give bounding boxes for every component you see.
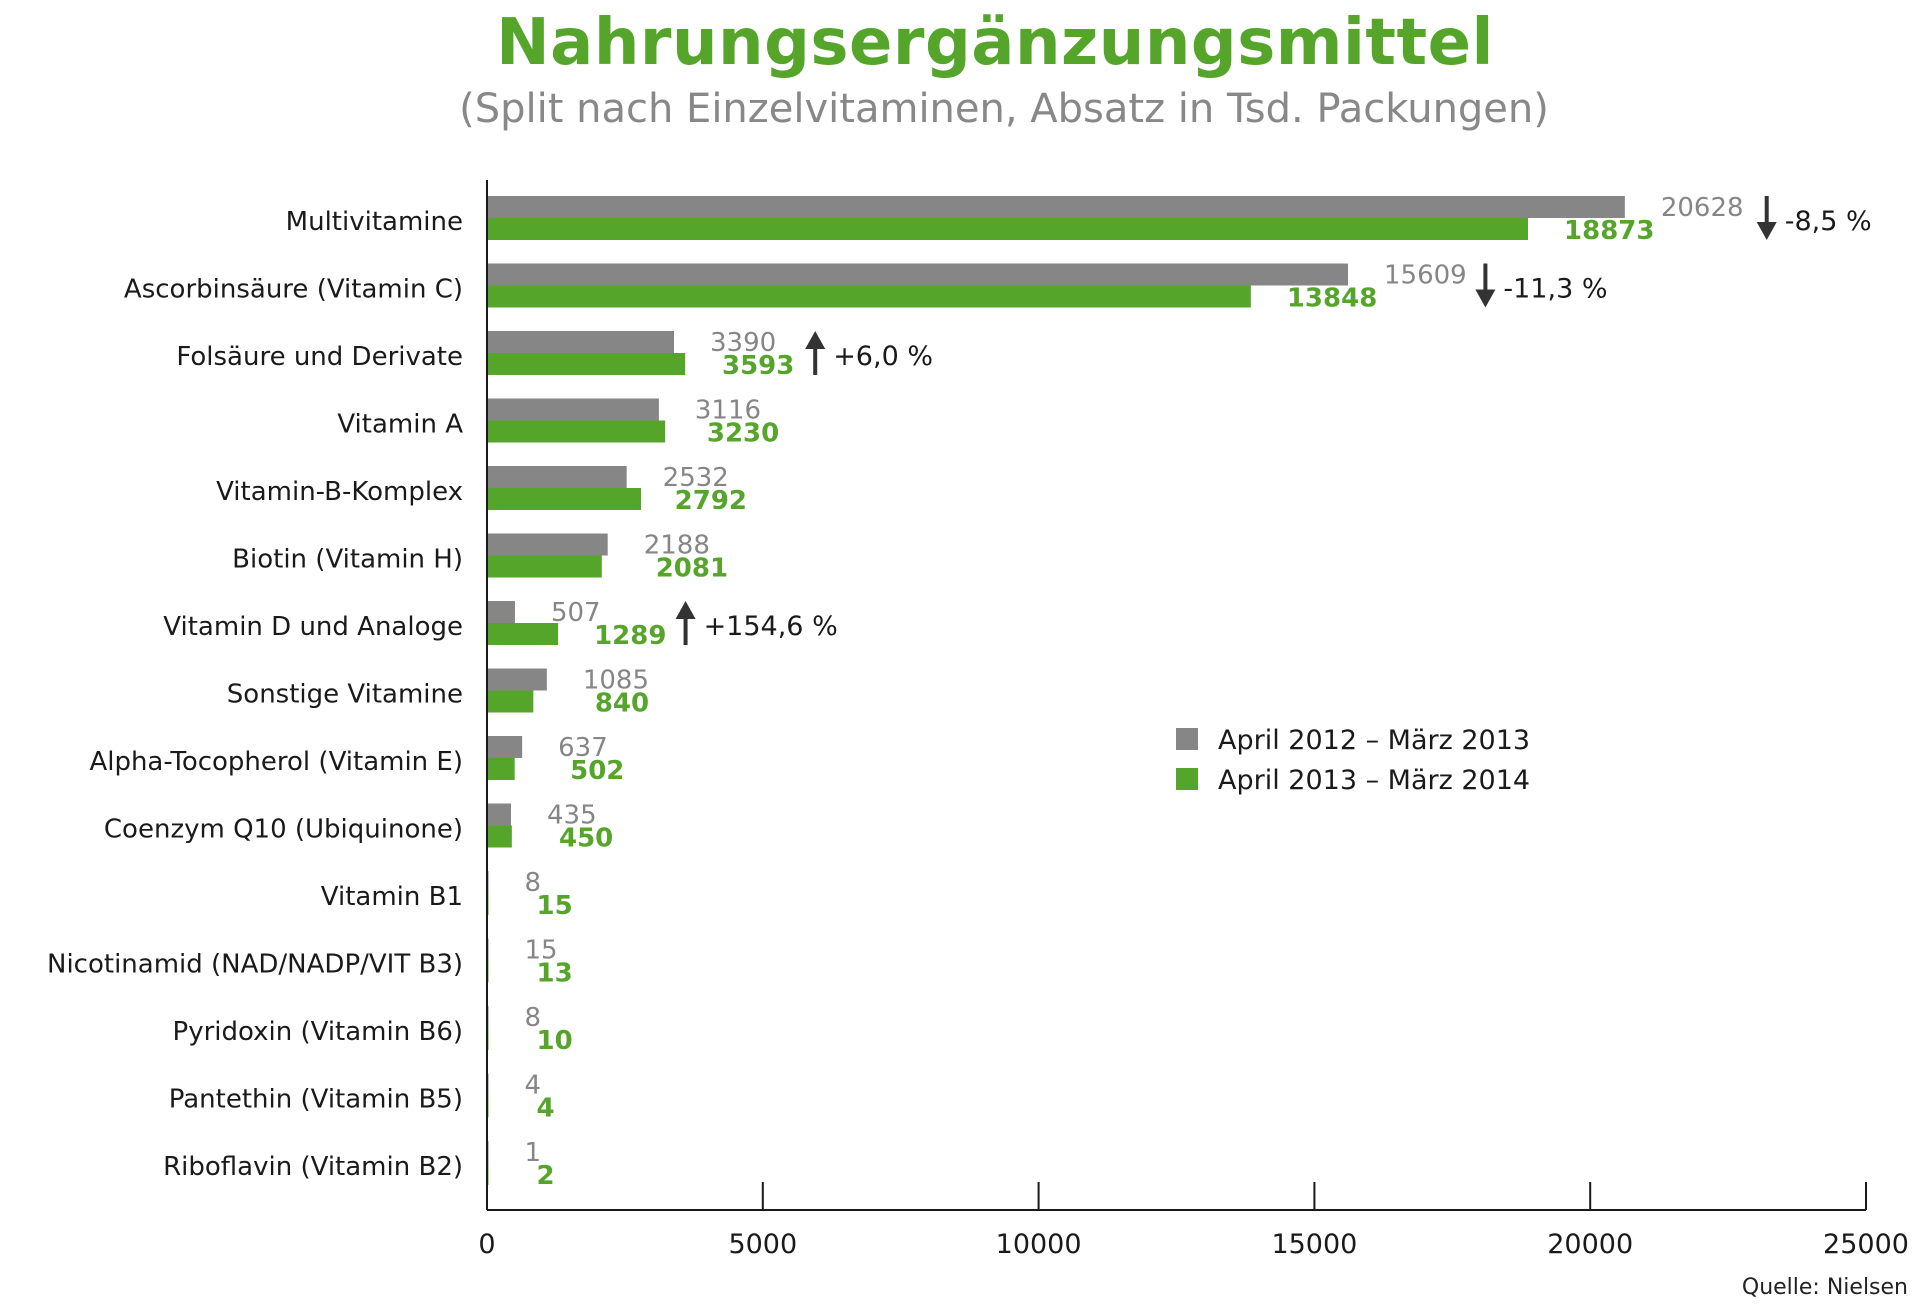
- bar-series-2: [487, 690, 534, 713]
- x-tick-label: 0: [478, 1229, 495, 1260]
- data-label-series-1: 2532: [663, 463, 729, 493]
- data-label-series-2: 3230: [707, 419, 779, 449]
- data-label-series-1: 4: [525, 1071, 542, 1101]
- data-label-series-1: 1: [525, 1138, 542, 1168]
- source-note: Quelle: Nielsen: [1741, 1275, 1908, 1300]
- bar-series-1: [487, 668, 547, 691]
- bar-series-2: [487, 825, 512, 848]
- bar-series-1: [487, 601, 515, 623]
- data-label-series-2: 2081: [656, 554, 728, 584]
- bar-series-2: [487, 353, 686, 375]
- data-label-series-1: 20628: [1661, 193, 1744, 223]
- legend-swatch: [1176, 728, 1198, 750]
- chart-subtitle: (Split nach Einzelvitaminen, Absatz in T…: [459, 86, 1549, 132]
- category-label: Coenzym Q10 (Ubiquinone): [104, 815, 463, 845]
- bar-series-1: [487, 803, 511, 826]
- data-label-series-1: 1085: [583, 666, 649, 696]
- data-label-series-2: 4: [537, 1094, 555, 1124]
- chart-title: Nahrungsergänzungsmittel: [496, 6, 1494, 80]
- arrow-down-head-icon: [1756, 222, 1777, 240]
- bar-series-2: [487, 758, 515, 780]
- category-label: Ascorbinsäure (Vitamin C): [124, 275, 463, 305]
- data-label-series-1: 507: [551, 598, 601, 628]
- data-label-series-1: 3116: [695, 396, 761, 426]
- data-label-series-1: 435: [547, 801, 597, 831]
- category-label: Multivitamine: [286, 207, 463, 237]
- bar-series-2: [487, 555, 602, 578]
- category-label: Vitamin A: [337, 410, 463, 440]
- x-tick-label: 10000: [996, 1229, 1082, 1260]
- bar-series-2: [487, 218, 1529, 240]
- arrow-down-head-icon: [1475, 289, 1496, 308]
- category-label: Nicotinamid (NAD/NADP/VIT B3): [47, 950, 463, 980]
- data-label-series-2: 3593: [722, 351, 794, 381]
- change-annotation: -11,3 %: [1503, 274, 1607, 305]
- x-tick-label: 15000: [1271, 1229, 1357, 1260]
- change-annotation: -8,5 %: [1785, 206, 1872, 237]
- category-label: Pyridoxin (Vitamin B6): [173, 1017, 463, 1047]
- category-label: Folsäure und Derivate: [176, 342, 463, 372]
- category-label: Vitamin D und Analoge: [163, 612, 463, 642]
- legend-swatch: [1176, 768, 1198, 790]
- category-label: Vitamin B1: [321, 882, 463, 912]
- arrow-up-head-icon: [805, 331, 826, 349]
- data-label-series-2: 450: [559, 824, 613, 854]
- bar-series-1: [487, 398, 659, 421]
- bar-series-2: [487, 285, 1251, 308]
- x-tick-label: 20000: [1547, 1229, 1633, 1260]
- category-label: Pantethin (Vitamin B5): [169, 1085, 463, 1115]
- bar-series-2: [487, 623, 559, 645]
- data-label-series-2: 13: [537, 959, 573, 989]
- bar-series-1: [487, 331, 674, 353]
- data-label-series-2: 2: [537, 1161, 555, 1191]
- legend-label: April 2013 – März 2014: [1218, 765, 1530, 796]
- bar-series-2: [487, 420, 666, 443]
- data-label-series-2: 502: [570, 756, 624, 786]
- category-label: Sonstige Vitamine: [227, 680, 463, 710]
- bar-series-2: [487, 488, 642, 510]
- data-label-series-1: 8: [525, 1003, 542, 1033]
- bar-series-1: [487, 196, 1625, 218]
- bar-series-1: [487, 466, 627, 488]
- data-label-series-2: 1289: [594, 621, 666, 651]
- x-tick-label: 5000: [728, 1229, 797, 1260]
- legend-label: April 2012 – März 2013: [1218, 725, 1530, 756]
- data-label-series-1: 637: [558, 733, 608, 763]
- data-label-series-2: 2792: [675, 486, 747, 516]
- category-label: Biotin (Vitamin H): [232, 545, 463, 575]
- data-label-series-2: 13848: [1287, 284, 1377, 314]
- arrow-up-head-icon: [675, 601, 696, 619]
- data-label-series-1: 8: [525, 868, 542, 898]
- change-annotation: +154,6 %: [704, 611, 838, 642]
- data-label-series-1: 15609: [1384, 261, 1467, 291]
- data-label-series-1: 3390: [710, 328, 776, 358]
- data-label-series-2: 18873: [1564, 216, 1654, 246]
- data-label-series-2: 10: [537, 1026, 573, 1056]
- category-label: Vitamin-B-Komplex: [216, 477, 463, 507]
- bar-series-1: [487, 736, 523, 758]
- category-label: Riboflavin (Vitamin B2): [163, 1152, 463, 1182]
- x-tick-label: 25000: [1823, 1229, 1909, 1260]
- category-label: Alpha-Tocopherol (Vitamin E): [89, 747, 463, 777]
- data-label-series-1: 2188: [644, 531, 710, 561]
- bar-series-1: [487, 533, 608, 556]
- data-label-series-2: 15: [537, 891, 573, 921]
- change-annotation: +6,0 %: [833, 341, 933, 372]
- data-label-series-1: 15: [525, 936, 558, 966]
- bar-series-1: [487, 263, 1348, 286]
- data-label-series-2: 840: [595, 689, 649, 719]
